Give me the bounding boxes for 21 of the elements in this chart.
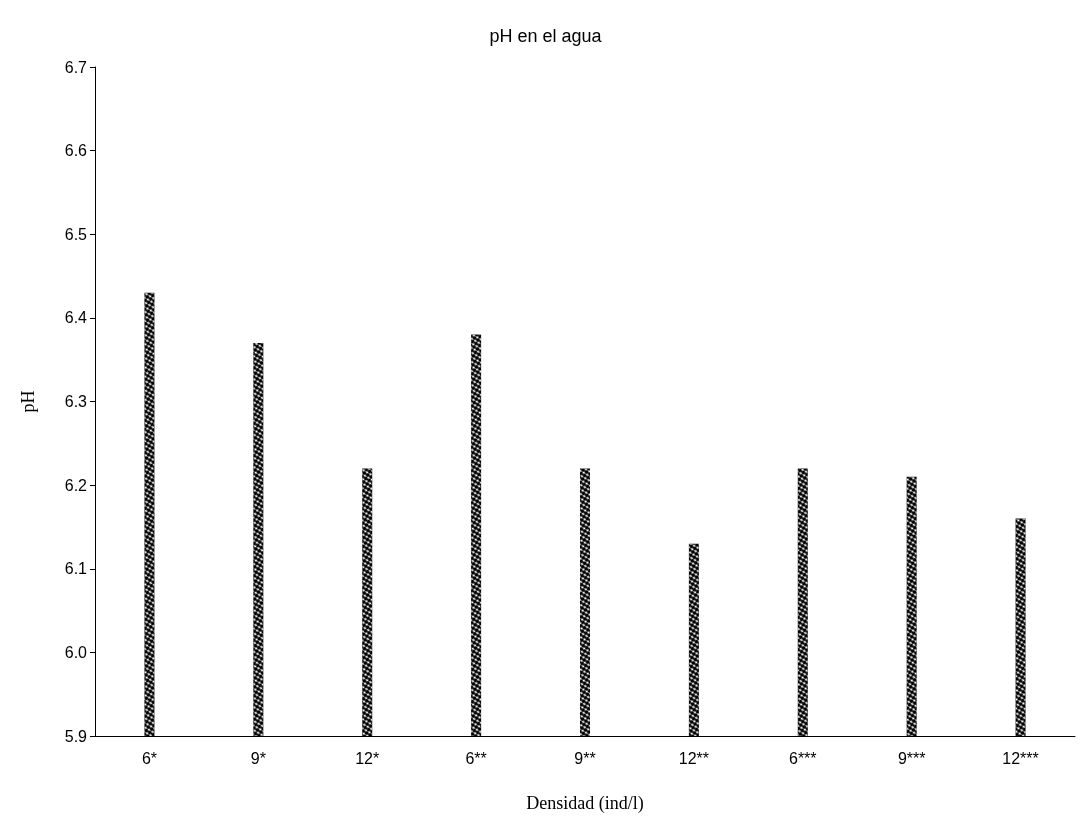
y-tick-label: 6.0 bbox=[64, 643, 88, 661]
y-tick-label: 5.9 bbox=[64, 727, 88, 745]
y-tick-label: 6.5 bbox=[64, 225, 88, 243]
y-tick-label: 6.4 bbox=[64, 309, 88, 327]
x-tick-label: 9* bbox=[250, 749, 266, 767]
chart-title: pH en el agua bbox=[489, 26, 603, 46]
x-tick-label: 6*** bbox=[788, 749, 817, 767]
x-tick-label: 12** bbox=[678, 749, 710, 767]
x-tick-label: 12* bbox=[355, 749, 380, 767]
x-tick-label: 9** bbox=[574, 749, 596, 767]
x-tick-label: 6* bbox=[141, 749, 158, 767]
x-axis-title: Densidad (ind/l) bbox=[526, 793, 644, 814]
y-tick-label: 6.7 bbox=[64, 58, 88, 76]
y-axis-title: pH bbox=[18, 390, 38, 413]
x-tick-label: 9*** bbox=[897, 749, 926, 767]
y-tick-label: 6.3 bbox=[64, 393, 88, 410]
y-tick-label: 6.1 bbox=[64, 560, 88, 578]
x-tick-label: 12*** bbox=[1002, 749, 1039, 767]
y-tick-label: 6.2 bbox=[64, 476, 88, 494]
y-tick-label: 6.6 bbox=[64, 142, 88, 160]
x-tick-label: 6** bbox=[465, 749, 487, 767]
